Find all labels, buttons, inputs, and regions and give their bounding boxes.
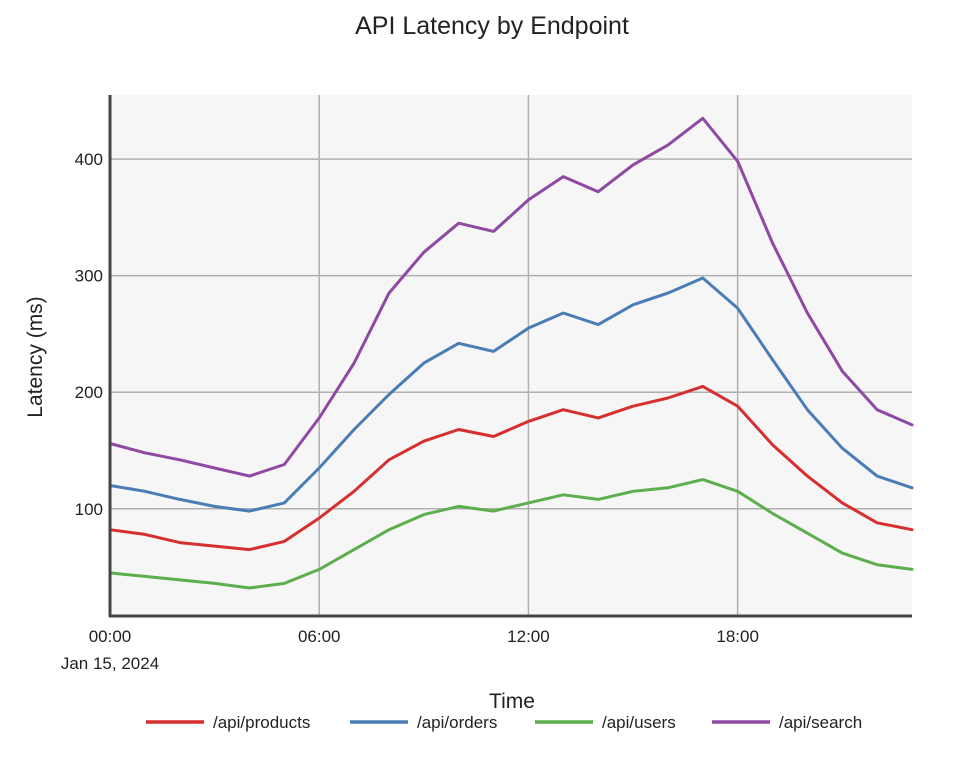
x-tick-label: 18:00 — [716, 627, 759, 646]
legend-label: /api/products — [213, 713, 310, 732]
series-line-api-products — [108, 384, 914, 552]
x-tick-sublabel: Jan 15, 2024 — [61, 654, 159, 673]
series-line-api-users — [108, 478, 914, 590]
axes — [108, 95, 912, 618]
x-tick-label: 06:00 — [298, 627, 341, 646]
legend-item-api-search: /api/search — [712, 713, 862, 732]
y-tick-label: 400 — [75, 150, 103, 169]
tick-labels: 100 200 300 400 00:00 Jan 15, 2024 06:00 12:00 1… — [61, 150, 759, 673]
series-lines — [108, 116, 914, 590]
x-tick-label: 00:00 — [89, 627, 132, 646]
y-tick-label: 100 — [75, 500, 103, 519]
x-tick-label: 12:00 — [507, 627, 550, 646]
legend: /api/products/api/orders/api/users/api/s… — [146, 713, 862, 732]
y-tick-label: 300 — [75, 267, 103, 286]
plot-background — [110, 95, 912, 616]
legend-item-api-users: /api/users — [535, 713, 676, 732]
legend-label: /api/orders — [417, 713, 497, 732]
legend-item-api-products: /api/products — [146, 713, 310, 732]
y-tick-label: 200 — [75, 383, 103, 402]
series-line-api-orders — [108, 276, 914, 513]
gridlines — [110, 95, 912, 616]
series-line-api-search — [108, 116, 914, 478]
legend-item-api-orders: /api/orders — [350, 713, 497, 732]
legend-label: /api/search — [779, 713, 862, 732]
y-axis-label: Latency (ms) — [24, 296, 47, 417]
x-axis-label: Time — [489, 690, 535, 713]
chart-title: API Latency by Endpoint — [355, 12, 629, 40]
legend-label: /api/users — [602, 713, 676, 732]
